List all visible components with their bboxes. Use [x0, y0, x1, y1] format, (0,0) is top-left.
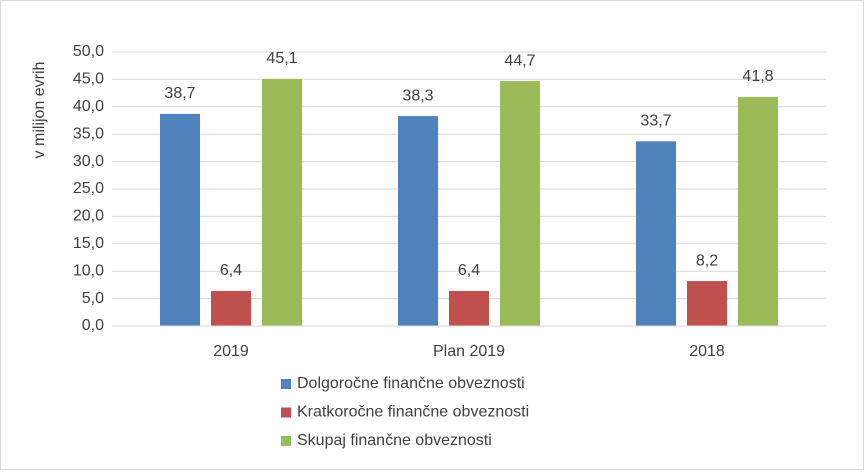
- bar: [211, 290, 251, 326]
- y-tick-label: 5,0: [82, 290, 104, 307]
- y-tick-label: 45,0: [73, 71, 104, 88]
- y-tick-label: 35,0: [73, 125, 104, 142]
- data-label: 38,3: [402, 87, 433, 104]
- x-tick-label: Plan 2019: [433, 343, 505, 360]
- bar: [636, 141, 676, 326]
- y-tick-label: 25,0: [73, 180, 104, 197]
- data-label: 8,2: [696, 252, 718, 269]
- legend-swatch: [281, 379, 291, 389]
- bar: [500, 81, 540, 326]
- data-label: 44,7: [504, 52, 535, 69]
- bar: [262, 78, 302, 327]
- bar: [687, 281, 727, 326]
- legend-label: Skupaj finančne obveznosti: [297, 432, 492, 449]
- y-tick-label: 50,0: [73, 43, 104, 60]
- y-tick-label: 20,0: [73, 208, 104, 225]
- x-tick-label: 2019: [213, 343, 249, 360]
- bar: [738, 96, 778, 326]
- data-label: 6,4: [220, 262, 242, 279]
- x-tick-label: 2018: [689, 343, 725, 360]
- data-label: 45,1: [266, 50, 297, 67]
- bar: [398, 116, 438, 326]
- legend-label: Dolgoročne finančne obveznosti: [297, 375, 525, 392]
- data-label: 33,7: [640, 113, 671, 130]
- data-label: 41,8: [742, 68, 773, 85]
- y-tick-label: 30,0: [73, 153, 104, 170]
- legend-swatch: [281, 407, 291, 418]
- y-tick-label: 40,0: [73, 98, 104, 115]
- bar: [160, 113, 200, 326]
- y-tick-label: 15,0: [73, 235, 104, 252]
- data-label: 38,7: [164, 85, 195, 102]
- y-axis-label: v milijon evrih: [31, 62, 48, 159]
- y-tick-label: 10,0: [73, 262, 104, 279]
- y-tick-label: 0,0: [82, 317, 104, 334]
- bar: [449, 290, 489, 326]
- legend-label: Kratkoročne finančne obveznosti: [297, 404, 529, 421]
- legend-swatch: [281, 436, 291, 446]
- data-label: 6,4: [458, 262, 480, 279]
